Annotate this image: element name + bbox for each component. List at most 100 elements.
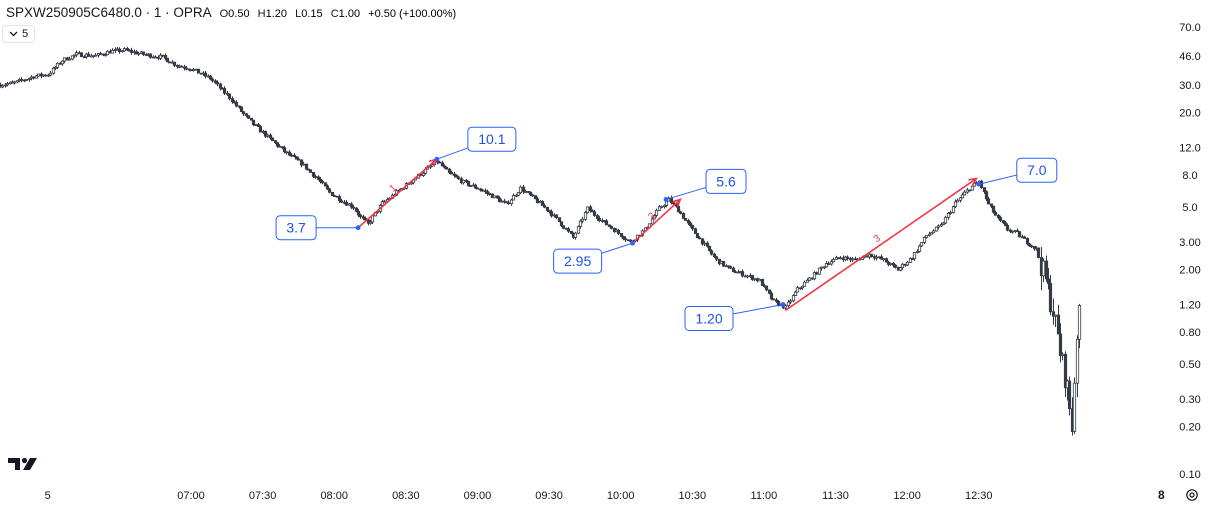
candle-body (807, 277, 812, 281)
candle (1022, 235, 1027, 239)
candle (163, 53, 168, 61)
candle-body (148, 53, 153, 58)
candle (516, 191, 521, 197)
price-tick-label: 3.00 (1179, 237, 1200, 249)
price-callouts: 3.7 10.1 2.95 5.6 1.20 7.0 (275, 126, 1058, 332)
candle-body (554, 214, 559, 219)
candle (1063, 351, 1068, 397)
candle-body (246, 115, 251, 119)
candle-body (129, 49, 134, 53)
candle (936, 224, 941, 230)
candle-body (299, 159, 304, 166)
high-label: H (257, 8, 266, 20)
candle-body (518, 186, 523, 194)
candle-body (817, 267, 822, 275)
trend-arrow: 1 (357, 157, 439, 229)
price-tick-label: 70.0 (1179, 22, 1200, 34)
candle-body (447, 168, 452, 173)
candle-body (356, 210, 361, 216)
candle (51, 66, 56, 75)
candle-body (1056, 314, 1061, 335)
candle (962, 190, 967, 196)
candle (122, 47, 127, 52)
candle-body (280, 146, 285, 149)
price-tick-label: 30.0 (1179, 80, 1200, 92)
candle-body (771, 298, 776, 301)
candle-body (12, 81, 17, 84)
gear-icon[interactable] (1185, 488, 1199, 507)
candle (1058, 323, 1063, 363)
candle-body (1077, 305, 1082, 340)
callout-label: 7.0 (1027, 162, 1047, 178)
symbol-legend: SPXW250905C6480.0 · 1 · OPRA O0.50 H1.20… (6, 5, 461, 20)
candle-body (351, 206, 356, 209)
candle-body (492, 195, 497, 199)
trend-arrow-label: 1 (388, 182, 400, 194)
candle (368, 219, 373, 225)
candle (330, 191, 335, 197)
candle (986, 196, 991, 205)
candle-body (337, 196, 342, 202)
candle (695, 233, 700, 239)
candle (760, 278, 765, 286)
price-tick-label: 0.20 (1179, 422, 1200, 434)
candle-body (487, 193, 492, 195)
collapse-legend-button[interactable]: 5 (2, 25, 35, 43)
candle (237, 105, 242, 109)
candle (697, 236, 702, 240)
candle-body (802, 281, 807, 287)
candle-body (210, 78, 215, 82)
candle-body (184, 67, 189, 70)
candle (955, 198, 960, 203)
candle-body (354, 207, 359, 212)
candle-body (1072, 382, 1077, 432)
candle (62, 57, 67, 64)
candle (659, 205, 664, 209)
candle (917, 244, 922, 253)
candle-body (1015, 230, 1020, 233)
candle-body (1063, 353, 1068, 389)
candle-body (473, 184, 478, 189)
candle (349, 202, 354, 210)
candle-body (382, 200, 387, 203)
symbol-title[interactable]: SPXW250905C6480.0 · 1 · OPRA (6, 5, 212, 20)
candle-body (339, 200, 344, 203)
tradingview-logo-icon[interactable] (8, 456, 38, 477)
candle-body (117, 48, 122, 52)
candle-body (530, 194, 535, 197)
candle (908, 257, 913, 264)
price-tick-label: 0.30 (1179, 394, 1200, 406)
candle-body (506, 202, 511, 205)
candle-body (850, 258, 855, 261)
candle (3, 83, 8, 88)
candle-body (311, 172, 316, 177)
candle-body (922, 237, 927, 243)
candle (542, 203, 547, 209)
candle-body (344, 201, 349, 206)
candle (712, 252, 717, 258)
candle-body (485, 191, 490, 194)
candle-body (320, 181, 325, 184)
candle-body (182, 66, 187, 69)
candle (160, 54, 165, 58)
candle (535, 196, 540, 204)
candle (1056, 304, 1061, 335)
candle (547, 210, 552, 214)
candle (506, 200, 511, 205)
candle (167, 61, 172, 64)
candle (74, 50, 79, 58)
candle-body (879, 256, 884, 260)
candle-body (1036, 247, 1041, 258)
candle-body (547, 210, 552, 213)
callout-label: 10.1 (478, 131, 505, 147)
candle-body (478, 188, 483, 191)
candle-body (989, 203, 994, 207)
candle-body (514, 194, 519, 197)
candle (103, 52, 108, 57)
candle (650, 216, 655, 225)
candle (702, 240, 707, 247)
candle-body (740, 271, 745, 277)
candle-body (967, 189, 972, 192)
candle (764, 285, 769, 292)
